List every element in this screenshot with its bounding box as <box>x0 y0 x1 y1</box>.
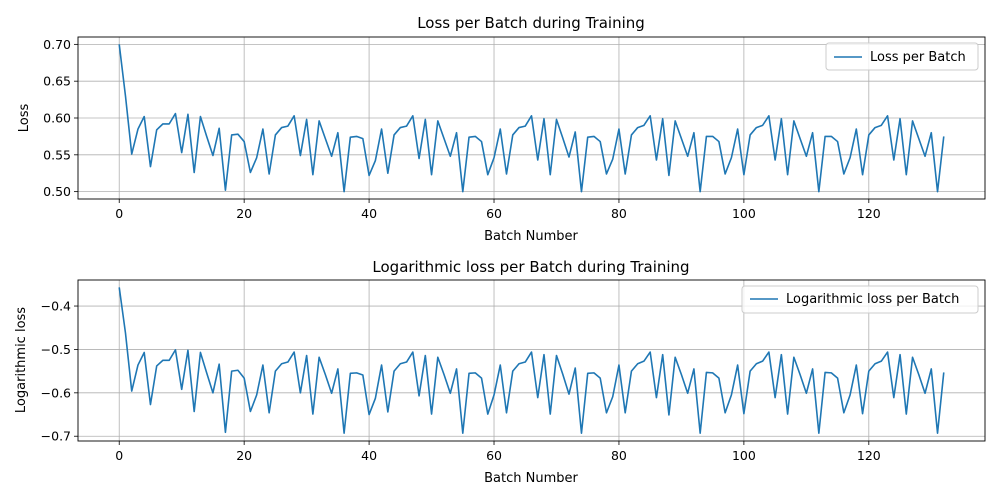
x-tick-label: 120 <box>857 206 881 221</box>
x-ticks: 0 20 40 60 80 100 120 <box>115 441 881 463</box>
y-ticks: 0.50 0.55 0.60 0.65 0.70 <box>43 37 78 199</box>
chart-loss: Loss per Batch during Training 0.500.550… <box>17 14 986 244</box>
plot-line <box>118 287 945 434</box>
x-tick-label: 0 <box>115 206 123 221</box>
y-tick-label: −0.6 <box>41 385 71 400</box>
legend-entry: Loss per Batch <box>870 50 966 65</box>
x-tick-label: 60 <box>486 448 502 463</box>
chart-title: Logarithmic loss per Batch during Traini… <box>372 258 689 276</box>
series-line <box>118 287 945 434</box>
series-line <box>118 44 945 193</box>
chart-title: Loss per Batch during Training <box>417 14 645 32</box>
y-tick-label: −0.7 <box>41 429 71 444</box>
legend: Logarithmic loss per Batch <box>741 285 979 314</box>
y-axis-label: Logarithmic loss <box>14 307 29 413</box>
y-tick-label: 0.70 <box>43 37 71 52</box>
x-tick-label: 80 <box>611 448 627 463</box>
legend-entry: Logarithmic loss per Batch <box>786 292 959 307</box>
y-axis-label: Loss <box>17 104 32 133</box>
x-tick-label: 100 <box>732 206 756 221</box>
x-ticks: 0 20 40 60 80 100 120 <box>115 199 881 221</box>
legend-box <box>741 285 979 314</box>
y-tick-label: 0.55 <box>43 147 71 162</box>
y-tick-label: −0.4 <box>41 299 71 314</box>
y-tick-label: 0.65 <box>43 74 71 89</box>
x-tick-label: 40 <box>361 448 377 463</box>
plot-frame <box>77 279 986 442</box>
x-tick-label: 20 <box>236 448 252 463</box>
x-axis-label: Batch Number <box>484 229 578 244</box>
chart-log-loss: Logarithmic loss per Batch during Traini… <box>14 258 986 486</box>
y-tick-label: −0.5 <box>41 342 71 357</box>
y-ticks: −0.7 −0.6 −0.5 −0.4 <box>41 299 78 444</box>
legend: Loss per Batch <box>825 42 979 71</box>
x-tick-label: 40 <box>361 206 377 221</box>
x-axis-label: Batch Number <box>484 471 578 486</box>
y-tick-label: 0.50 <box>43 184 71 199</box>
x-tick-label: 0 <box>115 448 123 463</box>
y-tick-label: 0.60 <box>43 111 71 126</box>
x-tick-label: 120 <box>857 448 881 463</box>
x-tick-label: 20 <box>236 206 252 221</box>
x-tick-label: 100 <box>732 448 756 463</box>
x-tick-label: 60 <box>486 206 502 221</box>
legend-box <box>825 42 979 71</box>
plot-line <box>118 44 945 193</box>
x-tick-label: 80 <box>611 206 627 221</box>
